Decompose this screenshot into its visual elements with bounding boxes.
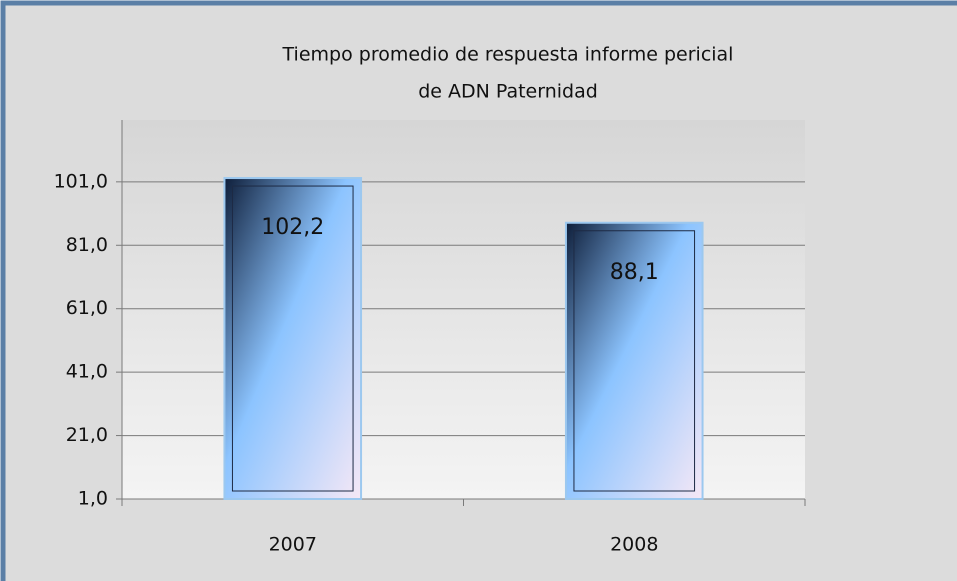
- chart-title: Tiempo promedio de respuesta informe per…: [282, 44, 734, 66]
- bar: [564, 221, 704, 501]
- y-tick-label: 21,0: [66, 424, 108, 446]
- data-label: 88,1: [610, 260, 659, 285]
- data-label: 102,2: [261, 215, 324, 240]
- y-tick-label: 41,0: [66, 361, 108, 383]
- bar-inner-border: [573, 230, 696, 492]
- x-tick-label: 2008: [610, 534, 658, 556]
- y-tick-label: 61,0: [66, 297, 108, 319]
- y-tick-label: 101,0: [54, 170, 108, 192]
- bar: [223, 177, 363, 500]
- chart-title: de ADN Paternidad: [418, 81, 598, 103]
- x-tick-label: 2007: [269, 534, 317, 556]
- y-tick-label: 1,0: [78, 488, 108, 510]
- bar-inner-border: [231, 185, 354, 492]
- y-tick-label: 81,0: [66, 234, 108, 256]
